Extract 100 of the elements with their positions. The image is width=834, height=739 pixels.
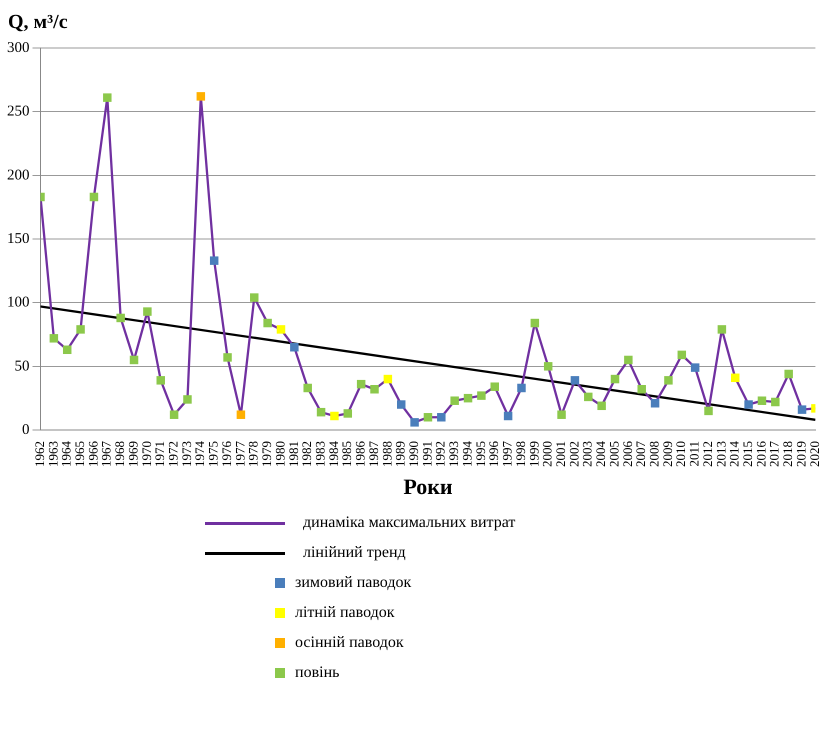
x-tick-label: 2015 [740,441,756,467]
point [730,374,740,382]
y-tick-label: 200 [7,167,30,184]
point [344,409,352,418]
x-tick-label: 1997 [500,440,515,467]
point [584,392,593,402]
x-tick-label: 2019 [793,441,808,467]
x-tick-label: 1968 [112,441,128,467]
x-tick-label: 2003 [580,441,595,467]
x-tick-label: 2011 [686,441,702,467]
point [356,380,366,388]
x-tick-label: 2009 [660,441,675,467]
x-tick-label: 1985 [339,441,354,467]
x-tick-label: 1975 [206,441,221,467]
point [758,396,766,405]
point [784,370,793,378]
x-tick-label: 1981 [286,441,301,467]
point [557,410,566,419]
x-tick-label: 1994 [459,440,474,467]
x-tick-label: 2000 [540,441,555,467]
point [678,350,686,360]
legend-label: осінній паводок [295,634,404,652]
x-tick-label: 1964 [58,440,74,467]
x-tick-label: 1999 [526,441,542,467]
point [330,412,339,420]
point [437,413,446,422]
point [798,405,806,414]
x-tick-label: 1974 [192,440,208,467]
point [410,418,419,427]
point [156,376,165,385]
point [250,293,259,302]
legend-label: повінь [295,664,340,682]
point [143,307,152,316]
x-tick-label: 2007 [633,440,648,467]
point [276,325,286,334]
x-tick-label: 1984 [326,440,341,467]
x-tick-label: 1983 [312,441,328,467]
x-tick-label: 1969 [125,441,140,467]
point [690,363,700,372]
point [624,356,633,364]
point [90,192,98,202]
point [236,410,246,419]
x-tick-label: 2016 [753,440,768,467]
point [103,93,112,102]
x-tick-label: 2001 [552,441,568,467]
x-tick-label: 2013 [713,441,728,467]
point [477,391,486,400]
point [76,325,85,334]
x-tick-label: 1982 [299,441,314,467]
y-tick-label: 50 [14,358,30,374]
point [62,346,72,354]
point [464,394,472,402]
x-tick-label: 1979 [259,441,274,467]
point [490,382,499,391]
x-tick-label: 2008 [646,441,662,467]
x-tick-label: 1977 [232,440,248,467]
x-tick-label: 2005 [606,441,622,467]
x-tick-label: 1972 [166,441,181,467]
x-tick-label: 2020 [806,441,822,467]
x-tick-label: 2002 [566,441,582,467]
legend-label: зимовий паводок [295,574,412,592]
y-tick-label: 100 [7,294,30,311]
point [50,334,58,343]
legend-label: літній паводок [295,604,395,622]
point [130,356,138,364]
x-tick-label: 2014 [726,440,742,467]
point [504,412,512,420]
legend-label: лінійний тренд [303,544,406,562]
x-tick-label: 1990 [406,441,422,467]
point [570,376,580,385]
point [664,376,673,385]
point [183,395,192,404]
point [597,402,606,410]
x-tick-label: 1992 [432,441,448,467]
x-tick-label: 1988 [379,441,394,467]
point [544,362,552,371]
point [223,353,232,362]
x-tick-label: 1967 [98,440,114,467]
x-tick-label: 1963 [45,441,60,467]
x-tick-label: 1973 [178,441,194,467]
y-tick-label: 250 [7,104,30,120]
point [704,406,713,416]
y-tick-label: 150 [7,230,30,247]
point [210,256,218,265]
x-tick-label: 1962 [32,441,47,467]
point [170,410,178,419]
point [290,342,299,352]
x-tick-label: 1993 [446,441,462,467]
x-tick-label: 1980 [272,441,288,467]
x-tick-label: 2010 [673,441,688,467]
point [718,325,726,334]
point [530,318,540,328]
point [610,374,620,384]
x-tick-label: 1989 [392,441,408,467]
y-axis-title: Q, м³/с [8,11,68,33]
x-tick-label: 1971 [152,441,168,467]
point [517,384,526,392]
point [771,398,780,406]
point [450,396,459,405]
x-tick-label: 1995 [472,441,488,467]
